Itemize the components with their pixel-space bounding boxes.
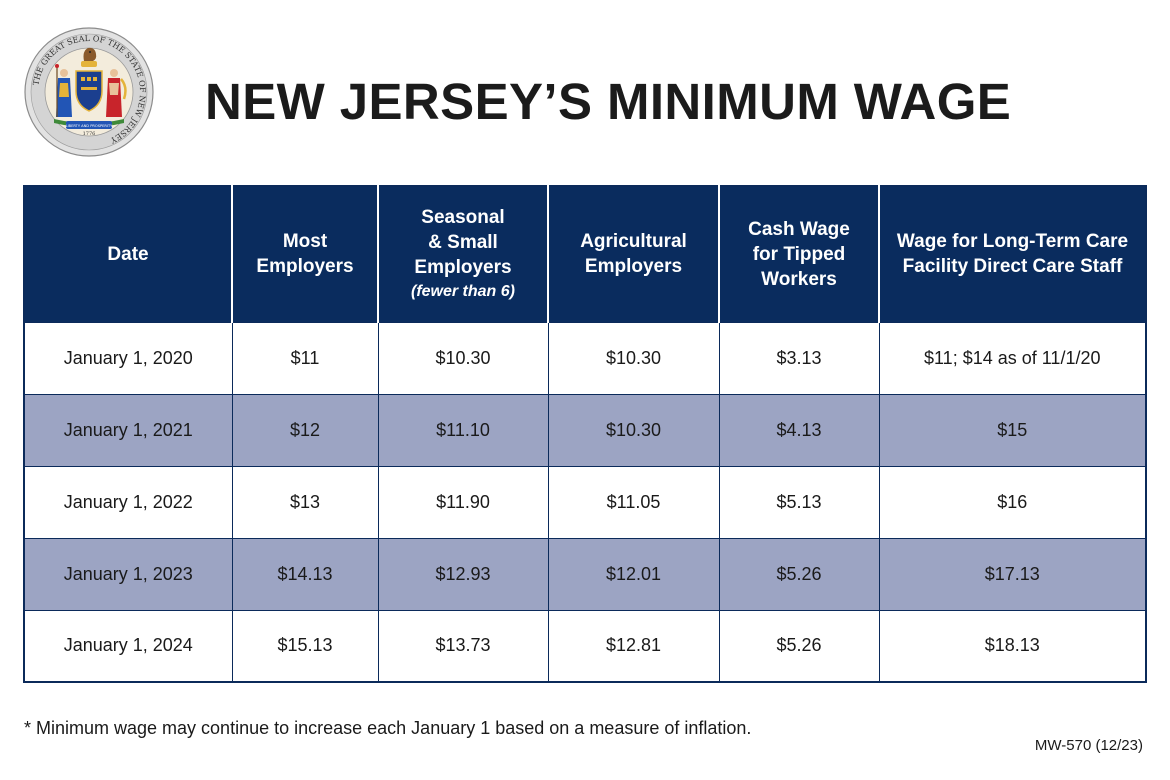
cell-agricultural: $12.81 [547, 609, 719, 682]
seal-year: 1776 [83, 131, 96, 137]
table-header-row: Date Most Employers Seasonal & Small Emp… [24, 186, 1146, 322]
state-seal: THE GREAT SEAL OF THE STATE OF NEW JERSE… [24, 27, 154, 157]
cell-most-employers: $13 [231, 465, 378, 538]
table-row: January 1, 2023 $14.13 $12.93 $12.01 $5.… [24, 537, 1146, 610]
shield-icon [75, 70, 103, 112]
table-row: January 1, 2021 $12 $11.10 $10.30 $4.13 … [24, 393, 1146, 466]
cell-seasonal-small: $11.10 [377, 393, 548, 466]
liberty-figure-icon [55, 64, 72, 117]
cell-date: January 1, 2021 [24, 393, 232, 466]
header-note: (fewer than 6) [410, 282, 515, 300]
cell-agricultural: $10.30 [547, 321, 719, 394]
table-row: January 1, 2022 $13 $11.90 $11.05 $5.13 … [24, 465, 1146, 538]
cell-long-term-care: $11; $14 as of 11/1/20 [878, 321, 1146, 394]
cell-most-employers: $11 [231, 321, 378, 394]
cell-most-employers: $14.13 [231, 537, 378, 610]
ceres-figure-icon [106, 69, 127, 117]
cell-tipped: $3.13 [718, 321, 879, 394]
footnote: * Minimum wage may continue to increase … [24, 718, 752, 738]
cell-seasonal-small: $12.93 [377, 537, 548, 610]
form-code: MW-570 (12/23) [1034, 737, 1143, 754]
minimum-wage-table: Date Most Employers Seasonal & Small Emp… [23, 185, 1147, 683]
cell-tipped: $5.26 [718, 609, 879, 682]
header-most-employers: Most Employers [231, 186, 378, 322]
header-date: Date [24, 186, 232, 322]
header-seasonal-small-employers: Seasonal & Small Employers (fewer than 6… [377, 186, 548, 322]
cell-most-employers: $12 [231, 393, 378, 466]
seal-motto: LIBERTY AND PROSPERITY [66, 124, 114, 128]
cell-seasonal-small: $13.73 [377, 609, 548, 682]
cell-long-term-care: $18.13 [878, 609, 1146, 682]
table-row: January 1, 2024 $15.13 $13.73 $12.81 $5.… [24, 609, 1146, 682]
header-long-term-care-staff: Wage for Long-Term Care Facility Direct … [878, 186, 1146, 322]
cell-long-term-care: $15 [878, 393, 1146, 466]
cell-long-term-care: $16 [878, 465, 1146, 538]
cell-date: January 1, 2022 [24, 465, 232, 538]
header-tipped-workers: Cash Wage for Tipped Workers [718, 186, 879, 322]
cell-agricultural: $12.01 [547, 537, 719, 610]
cell-tipped: $5.26 [718, 537, 879, 610]
cell-date: January 1, 2020 [24, 321, 232, 394]
cell-agricultural: $11.05 [547, 465, 719, 538]
cell-seasonal-small: $10.30 [377, 321, 548, 394]
table-row: January 1, 2020 $11 $10.30 $10.30 $3.13 … [24, 321, 1146, 394]
horse-crest-icon [81, 47, 97, 67]
page-title: NEW JERSEY’S MINIMUM WAGE [205, 73, 1012, 130]
cell-long-term-care: $17.13 [878, 537, 1146, 610]
header-agricultural-employers: Agricultural Employers [547, 186, 719, 322]
cell-date: January 1, 2023 [24, 537, 232, 610]
cell-tipped: $5.13 [718, 465, 879, 538]
cell-agricultural: $10.30 [547, 393, 719, 466]
cell-most-employers: $15.13 [231, 609, 378, 682]
cell-tipped: $4.13 [718, 393, 879, 466]
cell-seasonal-small: $11.90 [377, 465, 548, 538]
cell-date: January 1, 2024 [24, 609, 232, 682]
